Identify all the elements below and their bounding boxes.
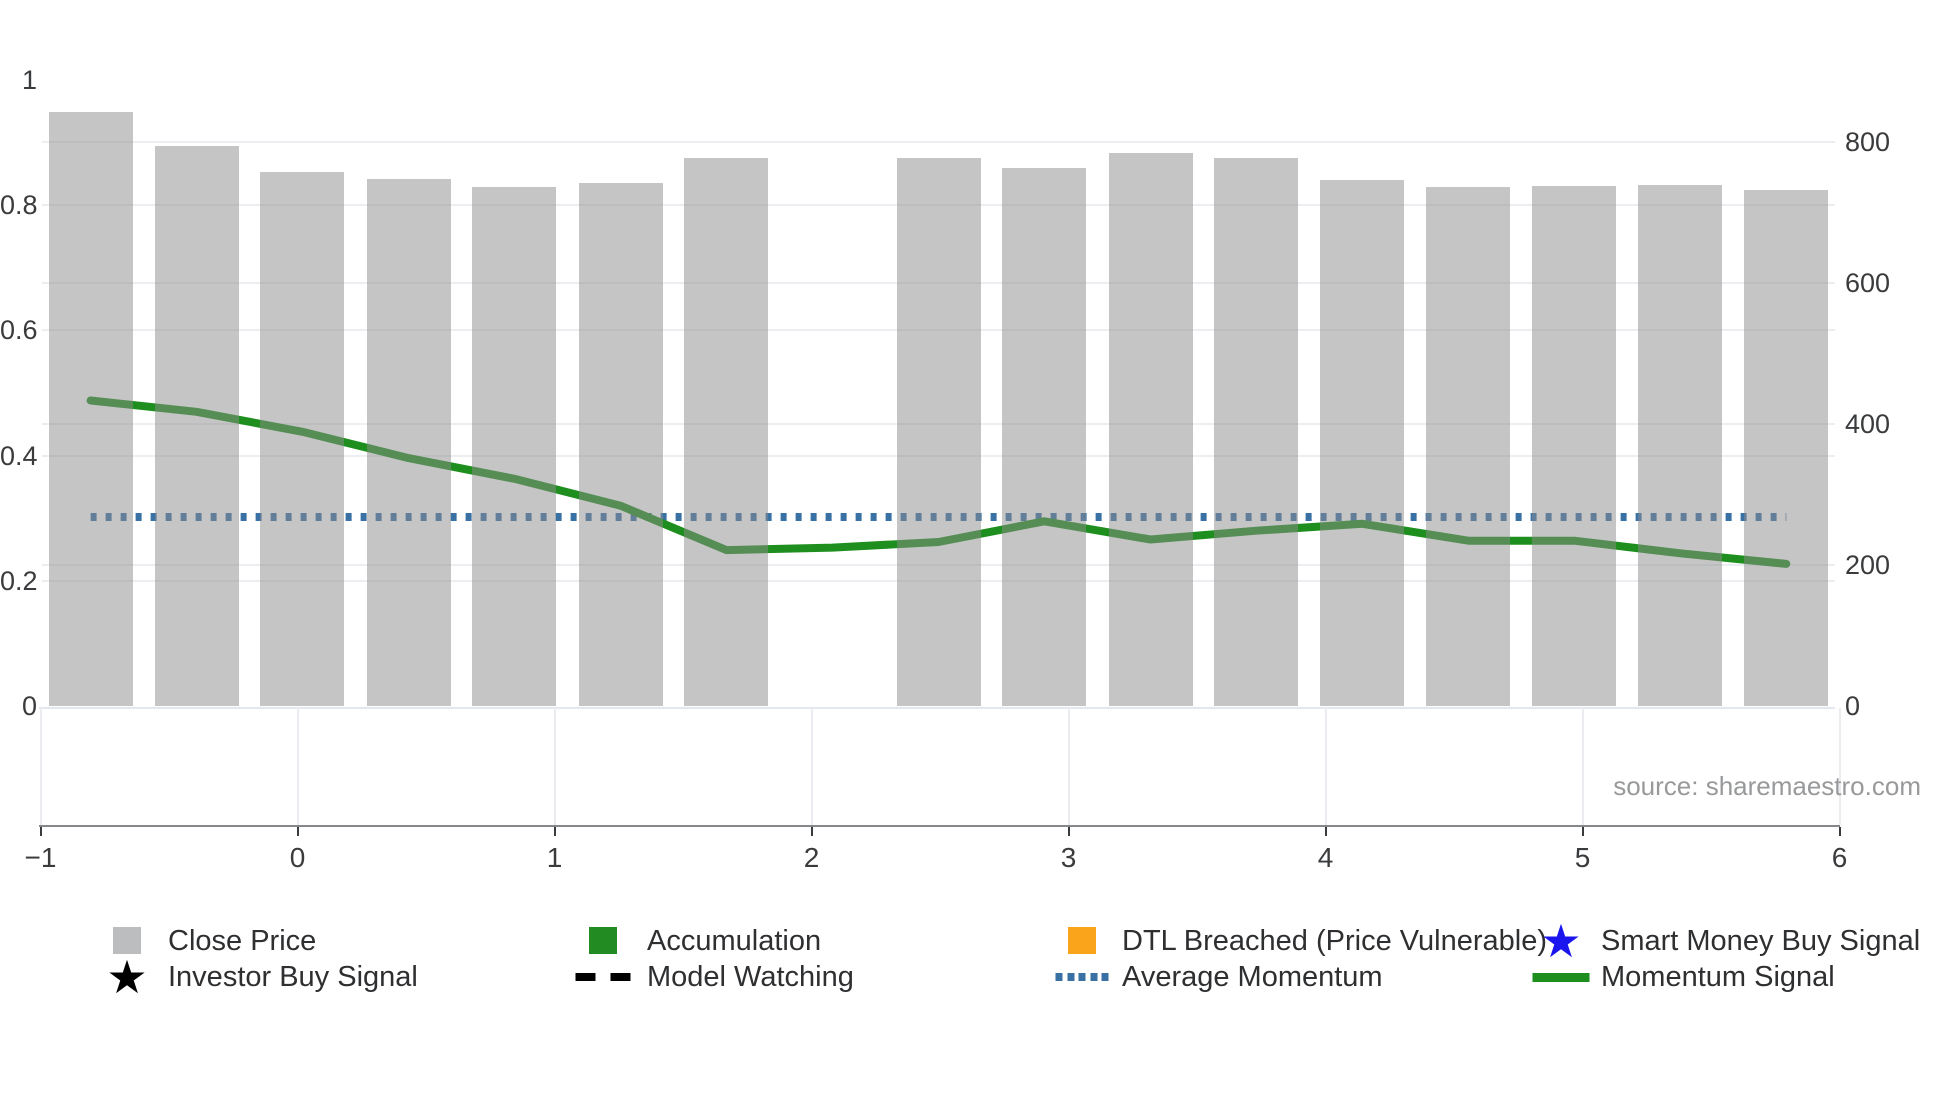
close-price-bar: [1002, 168, 1087, 706]
close-price-bar: [684, 158, 769, 706]
close-price-bar: [578, 182, 663, 706]
legend-square-swatch: [589, 927, 617, 954]
close-price-bar: [1638, 185, 1723, 706]
x-axis-tick: [553, 827, 556, 836]
legend-star-icon: ★: [106, 951, 148, 1003]
x-axis-line: [39, 825, 1840, 827]
close-price-bar: [1744, 189, 1829, 706]
legend-square-swatch: [1068, 927, 1096, 954]
zero-line: [39, 707, 1835, 709]
left-y-tick-label: 0.8: [0, 190, 38, 221]
legend-label: Model Watching: [647, 961, 854, 993]
x-axis-tick: [1324, 827, 1327, 836]
x-axis-tick-label: 1: [546, 842, 563, 873]
x-axis-tick-label: 6: [1831, 842, 1848, 873]
legend-item-average-momentum[interactable]: Average Momentum: [1047, 955, 1447, 999]
legend-dotted-line-icon: [1055, 973, 1109, 981]
below-axis-vertical-gridline: [296, 708, 299, 825]
legend-label: Average Momentum: [1122, 961, 1383, 993]
legend-label: DTL Breached (Price Vulnerable): [1122, 925, 1547, 957]
x-axis-tick-label: −1: [24, 842, 57, 873]
legend-item-dtl-breached-price-vulnerable[interactable]: DTL Breached (Price Vulnerable): [1047, 919, 1547, 963]
below-axis-vertical-gridline: [553, 708, 556, 825]
x-axis-tick: [1581, 827, 1584, 836]
legend-item-model-watching[interactable]: Model Watching: [568, 955, 972, 999]
x-axis-tick: [1838, 827, 1841, 836]
right-y-tick-label: 800: [1845, 127, 1891, 157]
legend-label: Investor Buy Signal: [168, 961, 418, 993]
below-axis-vertical-gridline: [39, 708, 42, 825]
right-y-tick-label: 400: [1845, 409, 1891, 439]
close-price-bar: [260, 171, 345, 706]
below-axis-vertical-gridline: [1324, 708, 1327, 825]
x-axis-tick-label: 4: [1317, 842, 1334, 873]
left-y-tick-label: 0.6: [0, 315, 38, 346]
close-price-bar: [154, 145, 239, 706]
left-y-tick-label: 1: [21, 65, 37, 95]
close-price-bar: [1426, 187, 1511, 706]
legend-solid-line-icon: [1532, 973, 1590, 982]
right-gridline: [42, 141, 1835, 143]
below-axis-vertical-gridline: [1067, 708, 1070, 825]
legend-item-accumulation[interactable]: Accumulation: [568, 919, 972, 963]
legend-item-investor-buy-signal[interactable]: ★ Investor Buy Signal: [92, 951, 493, 1003]
legend-item-close-price[interactable]: Close Price: [92, 919, 493, 963]
x-axis-tick-label: 2: [803, 842, 820, 873]
close-price-bar: [366, 179, 451, 706]
x-axis-tick: [810, 827, 813, 836]
left-y-tick-label: 0.2: [0, 565, 38, 596]
close-price-bar: [896, 158, 981, 706]
below-axis-vertical-gridline: [1838, 708, 1841, 825]
close-price-bar: [472, 187, 557, 706]
close-price-bar: [1320, 180, 1405, 706]
left-y-tick-label: 0: [21, 691, 37, 721]
below-axis-vertical-gridline: [1581, 708, 1584, 825]
x-axis-tick-label: 3: [1060, 842, 1077, 873]
x-axis-tick-label: 5: [1574, 842, 1591, 873]
close-price-bar: [48, 111, 133, 706]
x-axis-tick-label: 0: [289, 842, 306, 873]
legend-star-icon: ★: [1540, 915, 1582, 967]
x-axis-tick: [39, 827, 42, 836]
close-price-bar: [1532, 185, 1617, 706]
legend-label: Close Price: [168, 925, 317, 957]
legend-label: Momentum Signal: [1601, 961, 1835, 993]
below-axis-vertical-gridline: [810, 708, 813, 825]
legend-item-smart-money-buy-signal[interactable]: ★ Smart Money Buy Signal: [1526, 915, 1926, 967]
right-y-tick-label: 200: [1845, 550, 1891, 580]
legend-item-momentum-signal[interactable]: Momentum Signal: [1526, 955, 1926, 999]
legend-dashed-line-icon: [575, 973, 631, 981]
legend-label: Smart Money Buy Signal: [1601, 925, 1921, 957]
x-axis-tick: [1067, 827, 1070, 836]
right-y-tick-label: 0: [1845, 691, 1861, 721]
left-y-tick-label: 0.4: [0, 440, 38, 471]
legend-square-swatch: [113, 927, 141, 954]
x-axis-tick: [296, 827, 299, 836]
close-price-bar: [1214, 158, 1299, 706]
close-price-bar: [1108, 152, 1193, 706]
right-y-tick-label: 600: [1845, 268, 1891, 298]
source-text: source: sharemaestro.com: [1613, 771, 1921, 801]
legend-label: Accumulation: [647, 925, 822, 957]
